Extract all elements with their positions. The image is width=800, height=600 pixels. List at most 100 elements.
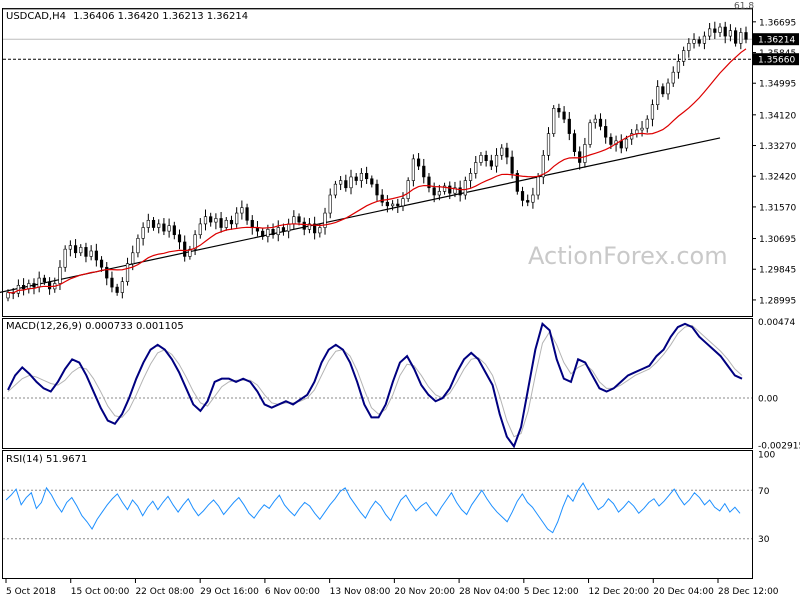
candle-body — [32, 283, 36, 288]
candle-body — [235, 212, 239, 225]
candle-body — [567, 118, 571, 134]
candle-body — [172, 225, 176, 236]
candle-body — [261, 230, 265, 237]
candle-body — [313, 223, 317, 234]
candle-body — [562, 111, 566, 120]
last-price-badge — [753, 33, 799, 46]
candle-body — [406, 180, 410, 199]
watermark: ActionForex.com — [528, 242, 728, 270]
candle-body — [307, 223, 312, 230]
macd-signal-series — [7, 324, 743, 438]
candle-body — [292, 216, 296, 225]
candle-body — [37, 277, 41, 288]
candle-body — [365, 173, 369, 180]
candle-body — [193, 234, 197, 250]
macd-panel-label: MACD(12,26,9) 0.000733 0.001105 — [6, 321, 184, 332]
candle-body — [692, 39, 696, 44]
support-trendline — [0, 137, 721, 294]
candle-body — [58, 266, 62, 284]
macd-tick-label: 0.00 — [758, 395, 778, 405]
x-tick-label: 20 Dec 04:00 — [653, 587, 714, 597]
candle-body — [183, 241, 187, 257]
candle-body — [157, 223, 161, 228]
candle-body — [474, 162, 478, 174]
candle-body — [240, 207, 244, 214]
trendline — [0, 137, 721, 294]
x-axis-tick-labels: 5 Oct 2018 15 Oct 00:00 22 Oct 08:00 29 Oct… — [5, 579, 779, 597]
candle-body — [328, 194, 332, 214]
candle-body — [84, 247, 88, 257]
candle-body — [73, 245, 78, 254]
price-tick-label: 1.30695 — [759, 235, 796, 245]
candle-body — [115, 286, 119, 293]
candle-body — [536, 176, 540, 196]
candle-body — [411, 158, 415, 181]
candle-body — [396, 203, 400, 207]
candle-body — [656, 86, 660, 106]
candle-body — [297, 216, 301, 223]
candle-body — [453, 187, 457, 194]
candle-body — [250, 219, 254, 228]
candle-body — [146, 219, 150, 228]
price-tick-label: 1.29845 — [759, 266, 796, 276]
candle-body — [526, 200, 530, 203]
y-axis-tick-labels: 1.366951.358451.349951.341201.332701.324… — [752, 18, 800, 545]
price-candles — [6, 21, 748, 302]
candle-body — [339, 180, 343, 185]
candle-body — [219, 218, 223, 228]
candle-body — [141, 227, 145, 239]
candle-body — [552, 108, 556, 134]
candle-body — [531, 194, 535, 203]
rsi-tick-label: 100 — [758, 451, 775, 461]
candle-body — [63, 248, 67, 268]
candle-body — [167, 225, 171, 232]
candle-body — [177, 234, 182, 243]
candle-body — [151, 219, 156, 228]
candle-body — [588, 122, 592, 145]
candle-body — [125, 263, 130, 282]
rsi-lines — [3, 482, 752, 540]
candle-body — [583, 144, 587, 163]
moving-average-line — [7, 48, 747, 294]
price-tick-label: 1.28995 — [759, 296, 796, 306]
candle-body — [214, 218, 218, 223]
candle-body — [131, 252, 135, 264]
x-tick-label: 12 Dec 20:00 — [589, 587, 650, 597]
candle-body — [520, 191, 525, 201]
moving-average-series — [7, 48, 747, 294]
price-reference-lines: 61.8 — [3, 1, 754, 60]
candle-body — [16, 284, 20, 294]
candle-body — [349, 176, 353, 189]
candle-body — [422, 165, 426, 178]
candle-body — [494, 154, 499, 167]
candle-body — [515, 173, 519, 192]
candle-body — [136, 238, 140, 254]
candle-body — [437, 191, 441, 196]
candle-body — [676, 61, 681, 73]
candle-body — [500, 147, 504, 156]
candle-body — [6, 292, 10, 299]
candle-body — [318, 227, 322, 234]
candle-body — [505, 147, 509, 158]
rsi-panel-label: RSI(14) 51.9671 — [6, 454, 87, 465]
candle-body — [645, 118, 649, 129]
candle-body — [723, 26, 727, 37]
x-tick-label: 5 Dec 12:00 — [524, 587, 579, 597]
candle-body — [370, 178, 374, 185]
candle-body — [271, 229, 275, 236]
candle-body — [640, 127, 644, 131]
candle-body — [68, 245, 72, 250]
candle-body — [416, 158, 421, 167]
candle-body — [245, 207, 249, 221]
candle-body — [702, 35, 707, 44]
candle-body — [276, 227, 280, 236]
macd-tick-label: -0.002915 — [758, 442, 800, 452]
candle-body — [484, 154, 488, 161]
x-tick-label: 28 Nov 04:00 — [459, 587, 520, 597]
candle-body — [739, 32, 743, 44]
x-tick-label: 13 Nov 08:00 — [330, 587, 391, 597]
candle-body — [224, 219, 228, 228]
rsi-tick-label: 30 — [758, 535, 770, 545]
candle-body — [359, 173, 364, 181]
candle-body — [468, 173, 473, 181]
